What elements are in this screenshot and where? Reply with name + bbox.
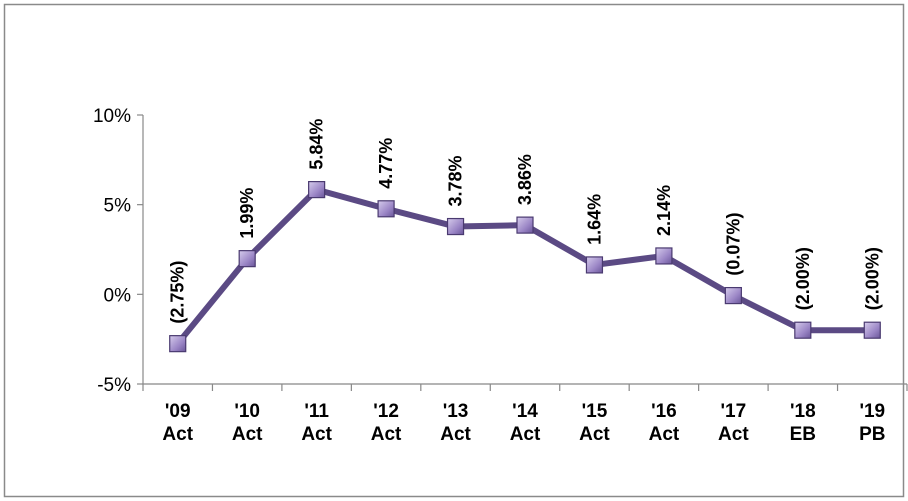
data-label: (2.00%): [862, 247, 882, 310]
data-point: [516, 216, 534, 234]
x-tick-label: '15: [582, 401, 608, 422]
data-point: [169, 335, 187, 353]
x-axis: '09Act'10Act'11Act'12Act'13Act'14Act'15A…: [142, 384, 908, 445]
x-tick-label: Act: [440, 424, 471, 445]
data-point: [655, 247, 673, 265]
data-point: [377, 200, 395, 218]
x-tick-label: EB: [790, 424, 816, 445]
x-tick-label: PB: [859, 424, 885, 445]
y-tick-label: 0%: [104, 285, 132, 306]
x-tick-label: Act: [232, 424, 263, 445]
x-tick-label: Act: [162, 424, 193, 445]
data-point: [238, 250, 256, 268]
x-tick-label: '17: [721, 401, 747, 422]
chart-border: [3, 3, 905, 498]
data-label: 5.84%: [307, 119, 327, 170]
y-tick-label: -5%: [97, 375, 131, 396]
data-label: (0.07%): [723, 213, 743, 276]
y-axis: 10% 5% 0% -5%: [93, 106, 143, 396]
data-label: 2.14%: [654, 185, 674, 236]
data-label: 3.78%: [446, 155, 466, 206]
y-tick-label: 5%: [104, 196, 132, 217]
x-tick-label: Act: [649, 424, 680, 445]
x-tick-label: '16: [651, 401, 677, 422]
data-point: [724, 286, 742, 305]
x-tick-label: '09: [165, 401, 191, 422]
x-tick-label: Act: [718, 424, 749, 445]
y-tick-label: 10%: [93, 106, 131, 127]
data-label: 4.77%: [376, 138, 396, 189]
x-tick-label: '19: [859, 401, 885, 422]
x-tick-label: Act: [510, 424, 541, 445]
axes: [142, 115, 907, 385]
data-point: [308, 181, 326, 199]
x-tick-label: '12: [373, 401, 399, 422]
x-tick-label: '11: [304, 401, 329, 422]
data-point: [446, 217, 465, 236]
data-point: [794, 321, 812, 339]
data-label: (2.00%): [793, 247, 813, 310]
data-point: [585, 256, 604, 274]
x-tick-label: '14: [512, 401, 538, 422]
series-markers: [169, 181, 881, 353]
data-label: 1.99%: [237, 188, 257, 239]
x-tick-label: '13: [443, 401, 469, 422]
data-label: 1.64%: [584, 194, 604, 245]
x-tick-label: Act: [371, 424, 402, 445]
data-label: (2.75%): [168, 261, 188, 324]
data-point: [863, 321, 881, 339]
x-tick-label: Act: [301, 424, 332, 445]
data-labels: (2.75%) 1.99% 5.84% 4.77% 3.78% 3.86% 1.64% 2.1…: [168, 119, 883, 324]
x-tick-label: '10: [234, 401, 260, 422]
data-label: 3.86%: [515, 154, 535, 205]
x-tick-label: '18: [790, 401, 816, 422]
x-tick-label: Act: [579, 424, 610, 445]
